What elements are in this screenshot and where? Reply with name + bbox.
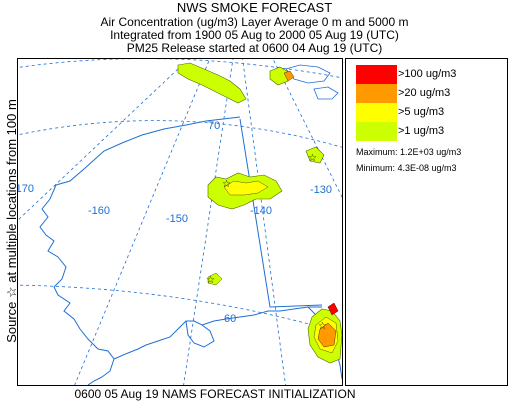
source-marker-south: ☆ bbox=[206, 275, 215, 286]
longitude-line-170 bbox=[18, 68, 179, 221]
legend-label-5: >5 ug/m3 bbox=[398, 106, 445, 118]
map-title: NWS SMOKE FORECAST bbox=[176, 0, 333, 15]
smoke-plume-small bbox=[207, 272, 223, 286]
longitude-line-160 bbox=[74, 59, 211, 385]
longitude-line-140 bbox=[242, 59, 286, 385]
legend-swatch-100 bbox=[356, 65, 397, 84]
forecast-initialization: 0600 05 Aug 19 NAMS FORECAST INITIALIZAT… bbox=[74, 387, 356, 401]
arctic-island-coast-2 bbox=[313, 86, 339, 100]
longitude-line-150 bbox=[183, 59, 234, 385]
subtitle-concentration: Air Concentration (ug/m3) Layer Average … bbox=[100, 15, 409, 29]
smoke-red-southeast bbox=[327, 302, 339, 316]
map-panel: ☆ ☆ ☆ ☆ 70 60 -170 -160 -150 -140 -130 bbox=[17, 58, 343, 386]
lon-label-130: -130 bbox=[310, 184, 332, 196]
smoke-orange-southeast bbox=[317, 322, 337, 348]
source-marker-central: ☆ bbox=[222, 179, 231, 190]
arctic-island-coast bbox=[285, 64, 331, 84]
latitude-line-70 bbox=[18, 120, 342, 148]
lon-label-170: -170 bbox=[18, 183, 34, 195]
latitude-line-60 bbox=[18, 284, 342, 334]
legend-panel: >100 ug/m3 >20 ug/m3 >5 ug/m3 >1 ug/m3 M… bbox=[345, 58, 508, 386]
legend-swatch-20 bbox=[356, 84, 397, 103]
lon-label-140: -140 bbox=[250, 205, 272, 217]
legend-label-1: >1 ug/m3 bbox=[398, 125, 445, 137]
smoke-orange-northeast bbox=[283, 70, 295, 82]
smoke-plume-north bbox=[177, 62, 247, 104]
kenai-coast bbox=[185, 320, 215, 348]
legend-swatch-1 bbox=[356, 122, 397, 141]
smoke-core-central bbox=[223, 180, 269, 196]
subtitle-integration: Integrated from 1900 05 Aug to 2000 05 A… bbox=[110, 28, 399, 42]
smoke-plume-east bbox=[305, 146, 325, 164]
legend-label-100: >100 ug/m3 bbox=[398, 68, 457, 80]
lat-label-60: 60 bbox=[224, 313, 236, 325]
lon-label-160: -160 bbox=[88, 205, 110, 217]
legend-swatch-5 bbox=[356, 103, 397, 122]
alaska-coastline bbox=[39, 116, 322, 385]
lon-label-150: -150 bbox=[166, 213, 188, 225]
latitude-line-80 bbox=[18, 59, 342, 79]
legend-label-20: >20 ug/m3 bbox=[398, 87, 451, 99]
subtitle-release: PM25 Release started at 0600 04 Aug 19 (… bbox=[126, 41, 383, 55]
source-marker-southeast: ☆ bbox=[318, 321, 327, 332]
source-marker-east: ☆ bbox=[308, 153, 317, 164]
lat-label-70: 70 bbox=[208, 120, 220, 132]
map-canvas: ☆ ☆ ☆ ☆ 70 60 -170 -160 -150 -140 -130 bbox=[18, 59, 342, 385]
legend-minimum: Minimum: 4.3E-08 ug/m3 bbox=[356, 163, 457, 173]
legend-maximum: Maximum: 1.2E+03 ug/m3 bbox=[356, 147, 462, 157]
